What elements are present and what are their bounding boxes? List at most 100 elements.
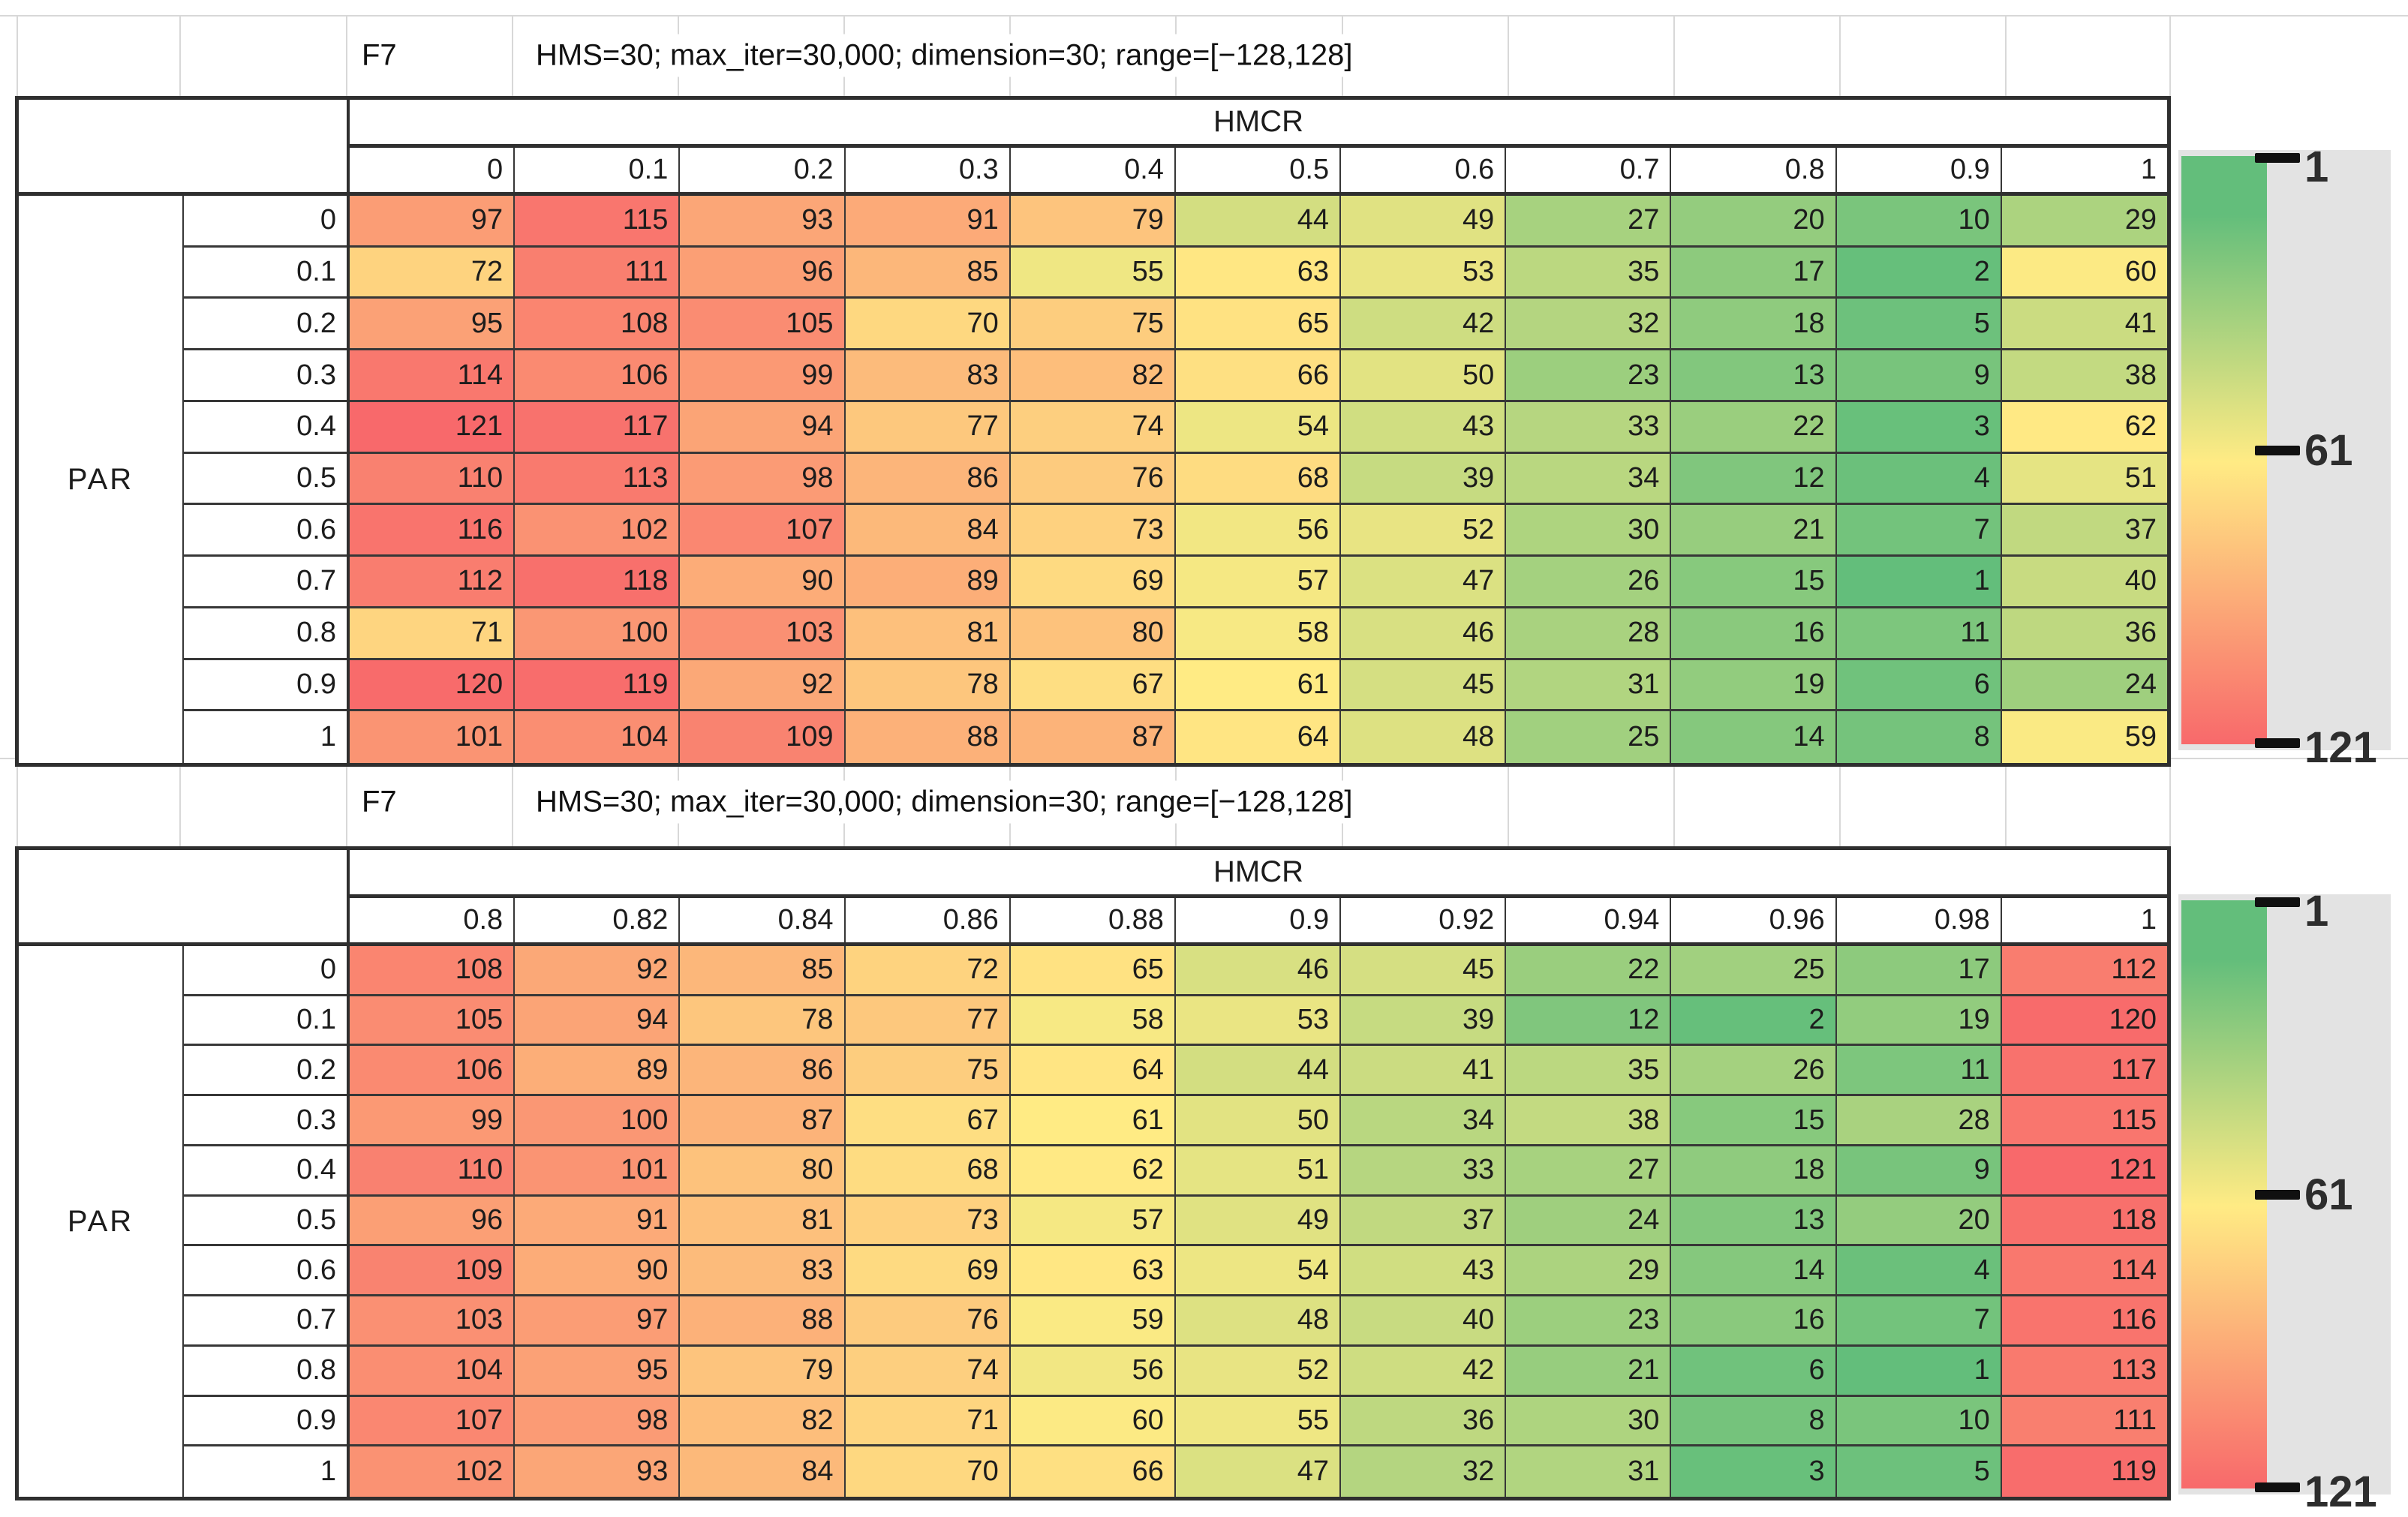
heatmap-cell[interactable]: 49 xyxy=(1341,196,1507,248)
heatmap-cell[interactable]: 85 xyxy=(845,247,1011,299)
heatmap-cell[interactable]: 66 xyxy=(1010,1446,1176,1497)
heatmap-cell[interactable]: 10 xyxy=(1836,196,2002,248)
heatmap-cell[interactable]: 7 xyxy=(1836,505,2002,557)
heatmap-cell[interactable]: 51 xyxy=(2001,453,2167,506)
heatmap-cell[interactable]: 29 xyxy=(1506,1246,1672,1297)
column-header-cell[interactable]: 0 xyxy=(350,148,516,192)
heatmap-cell[interactable]: 111 xyxy=(515,247,681,299)
heatmap-cell[interactable]: 68 xyxy=(845,1146,1011,1197)
column-header-cell[interactable]: 0.82 xyxy=(515,898,681,942)
heatmap-cell[interactable]: 46 xyxy=(1175,946,1342,996)
row-label-cell[interactable]: 0.8 xyxy=(184,1347,347,1397)
heatmap-cell[interactable]: 58 xyxy=(1010,996,1176,1047)
heatmap-cell[interactable]: 11 xyxy=(1836,1046,2002,1097)
heatmap-cell[interactable]: 82 xyxy=(680,1396,846,1447)
heatmap-cell[interactable]: 99 xyxy=(680,350,846,402)
heatmap-cell[interactable]: 27 xyxy=(1506,196,1672,248)
heatmap-cell[interactable]: 33 xyxy=(1506,401,1672,454)
column-header-cell[interactable]: 0.96 xyxy=(1671,898,1837,942)
heatmap-cell[interactable]: 94 xyxy=(680,401,846,454)
heatmap-cell[interactable]: 22 xyxy=(1506,946,1672,996)
heatmap-cell[interactable]: 65 xyxy=(1010,946,1176,996)
heatmap-cell[interactable]: 29 xyxy=(2001,196,2167,248)
heatmap-cell[interactable]: 60 xyxy=(1010,1396,1176,1447)
column-header-cell[interactable]: 1 xyxy=(2140,154,2157,185)
heatmap-cell[interactable]: 7 xyxy=(1836,1296,2002,1347)
column-header-cell[interactable]: 0.88 xyxy=(1011,898,1176,942)
heatmap-cell[interactable]: 63 xyxy=(1175,247,1342,299)
heatmap-cell[interactable]: 5 xyxy=(1836,1446,2002,1497)
row-label-cell[interactable]: 0.6 xyxy=(184,1246,347,1297)
column-header-cell[interactable]: 0.8 xyxy=(1671,148,1837,192)
heatmap-cell[interactable]: 49 xyxy=(1175,1196,1342,1247)
heatmap-cell[interactable]: 112 xyxy=(2001,946,2167,996)
heatmap-cell[interactable]: 86 xyxy=(680,1046,846,1097)
heatmap-cell[interactable]: 52 xyxy=(1341,505,1507,557)
heatmap-cell[interactable]: 96 xyxy=(680,247,846,299)
row-label-cell[interactable]: 0.9 xyxy=(184,660,347,712)
heatmap-cell[interactable]: 93 xyxy=(515,1446,681,1497)
heatmap-cell[interactable]: 53 xyxy=(1341,247,1507,299)
heatmap-cell[interactable]: 113 xyxy=(2001,1346,2167,1397)
heatmap-cell[interactable]: 118 xyxy=(515,557,681,608)
heatmap-cell[interactable]: 25 xyxy=(1506,711,1672,763)
heatmap-cell[interactable]: 102 xyxy=(350,1446,516,1497)
heatmap-cell[interactable]: 79 xyxy=(1010,196,1176,248)
heatmap-cell[interactable]: 19 xyxy=(1671,659,1837,712)
heatmap-cell[interactable]: 86 xyxy=(845,453,1011,506)
heatmap-cell[interactable]: 37 xyxy=(2001,505,2167,557)
heatmap-cell[interactable]: 62 xyxy=(2001,401,2167,454)
heatmap-cell[interactable]: 84 xyxy=(845,505,1011,557)
heatmap-cell[interactable]: 89 xyxy=(515,1046,681,1097)
column-header-cell[interactable]: 1 xyxy=(2140,904,2157,936)
heatmap-cell[interactable]: 15 xyxy=(1671,557,1837,608)
heatmap-cell[interactable]: 47 xyxy=(1175,1446,1342,1497)
row-label-cell[interactable]: 0.2 xyxy=(184,1046,347,1097)
row-axis-label[interactable]: PAR xyxy=(19,946,184,1497)
heatmap-cell[interactable]: 75 xyxy=(845,1046,1011,1097)
heatmap-cell[interactable]: 20 xyxy=(1671,196,1837,248)
heatmap-cell[interactable]: 58 xyxy=(1175,608,1342,660)
heatmap-cell[interactable]: 70 xyxy=(845,299,1011,351)
heatmap-cell[interactable]: 59 xyxy=(1010,1296,1176,1347)
heatmap-cell[interactable]: 21 xyxy=(1506,1346,1672,1397)
heatmap-cell[interactable]: 104 xyxy=(350,1346,516,1397)
heatmap-cell[interactable]: 6 xyxy=(1671,1346,1837,1397)
heatmap-cell[interactable]: 110 xyxy=(350,1146,516,1197)
heatmap-cell[interactable]: 38 xyxy=(1506,1096,1672,1146)
heatmap-cell[interactable]: 71 xyxy=(845,1396,1011,1447)
heatmap-cell[interactable]: 64 xyxy=(1175,711,1342,763)
heatmap-cell[interactable]: 47 xyxy=(1341,557,1507,608)
heatmap-cell[interactable]: 15 xyxy=(1671,1096,1837,1146)
row-label-cell[interactable]: 0.5 xyxy=(184,454,347,506)
heatmap-cell[interactable]: 60 xyxy=(2001,247,2167,299)
corner-blank-cell[interactable] xyxy=(19,850,350,946)
column-header-cell[interactable]: 0.94 xyxy=(1506,898,1672,942)
heatmap-cell[interactable]: 61 xyxy=(1175,659,1342,712)
heatmap-cell[interactable]: 6 xyxy=(1836,659,2002,712)
heatmap-cell[interactable]: 115 xyxy=(2001,1096,2167,1146)
heatmap-cell[interactable]: 97 xyxy=(515,1296,681,1347)
column-header-cell[interactable]: 0.84 xyxy=(680,898,846,942)
heatmap-cell[interactable]: 65 xyxy=(1175,299,1342,351)
heatmap-cell[interactable]: 81 xyxy=(680,1196,846,1247)
heatmap-cell[interactable]: 4 xyxy=(1836,453,2002,506)
heatmap-cell[interactable]: 87 xyxy=(680,1096,846,1146)
heatmap-cell[interactable]: 89 xyxy=(845,557,1011,608)
heatmap-cell[interactable]: 93 xyxy=(680,196,846,248)
heatmap-cell[interactable]: 115 xyxy=(515,196,681,248)
heatmap-cell[interactable]: 43 xyxy=(1341,1246,1507,1297)
heatmap-cell[interactable]: 14 xyxy=(1671,711,1837,763)
heatmap-cell[interactable]: 118 xyxy=(2001,1196,2167,1247)
column-header-cell[interactable]: 0.92 xyxy=(1341,898,1507,942)
heatmap-cell[interactable]: 1 xyxy=(1836,557,2002,608)
heatmap-cell[interactable]: 83 xyxy=(680,1246,846,1297)
heatmap-cell[interactable]: 36 xyxy=(2001,608,2167,660)
heatmap-cell[interactable]: 90 xyxy=(515,1246,681,1297)
heatmap-cell[interactable]: 87 xyxy=(1010,711,1176,763)
column-header-cell[interactable]: 0.86 xyxy=(846,898,1011,942)
heatmap-cell[interactable]: 110 xyxy=(350,453,516,506)
heatmap-cell[interactable]: 37 xyxy=(1341,1196,1507,1247)
heatmap-cell[interactable]: 74 xyxy=(845,1346,1011,1397)
heatmap-cell[interactable]: 91 xyxy=(845,196,1011,248)
